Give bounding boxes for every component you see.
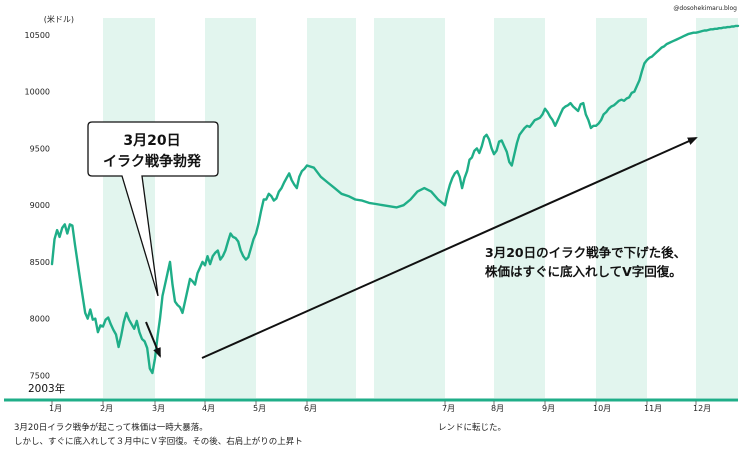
caption-left-line2: しかし、すぐに底入れして３月中にＶ字回復。その後、右肩上がりの上昇ト	[14, 436, 303, 447]
recovery-arrow	[201, 137, 698, 359]
x-tick-label: 12月	[693, 404, 711, 413]
y-axis: 7500 8000 8500 9000 9500 10000 10500	[25, 31, 50, 380]
axis-break	[356, 18, 374, 398]
y-tick-label: 10000	[25, 88, 50, 97]
annotation-line1: 3月20日のイラク戦争で下げた後、	[485, 245, 686, 260]
x-tick-label: 3月	[152, 404, 165, 413]
x-tick-label: 8月	[491, 404, 504, 413]
x-axis: 1月 2月 3月 4月 5月 6月 7月 8月 9月 10月 11月 12月	[4, 398, 738, 413]
drop-arrow	[145, 321, 161, 358]
month-band	[307, 18, 445, 398]
month-band	[103, 18, 155, 398]
annotation-line2: 株価はすぐに底入れしてV字回復。	[485, 264, 682, 279]
x-tick-label: 5月	[253, 404, 266, 413]
x-tick-label: 7月	[442, 404, 455, 413]
month-band	[596, 18, 647, 398]
month-band	[205, 18, 256, 398]
x-tick-label: 9月	[542, 404, 555, 413]
x-tick-label: 4月	[202, 404, 215, 413]
caption-right-line1: レンドに転じた。	[438, 423, 506, 433]
y-tick-label: 8500	[30, 258, 50, 267]
y-tick-label: 7500	[30, 371, 50, 380]
y-tick-label: 10500	[25, 31, 50, 40]
caption-left-line1: 3月20日イラク戦争が起こって株価は一時大暴落。	[14, 422, 208, 433]
month-bands	[103, 18, 738, 398]
y-tick-label: 9000	[30, 201, 50, 210]
y-unit-label: (米ドル)	[44, 14, 74, 24]
series-group	[50, 24, 740, 375]
y-tick-label: 9500	[30, 144, 50, 153]
callout-line1: 3月20日	[123, 133, 180, 149]
callout-line2: イラク戦争勃発	[103, 153, 202, 170]
source-label: @dosohekimaru.blog	[673, 5, 737, 12]
series-line	[50, 24, 740, 375]
x-tick-label: 6月	[304, 404, 317, 413]
x-tick-label: 1月	[49, 404, 62, 413]
year-label: 2003年	[28, 382, 65, 395]
x-tick-label: 11月	[644, 404, 662, 413]
callout-bubble: 3月20日 イラク戦争勃発	[87, 121, 219, 297]
x-tick-label: 2月	[100, 404, 113, 413]
x-tick-label: 10月	[593, 404, 611, 413]
y-tick-label: 8000	[30, 315, 50, 324]
month-band	[696, 18, 738, 398]
